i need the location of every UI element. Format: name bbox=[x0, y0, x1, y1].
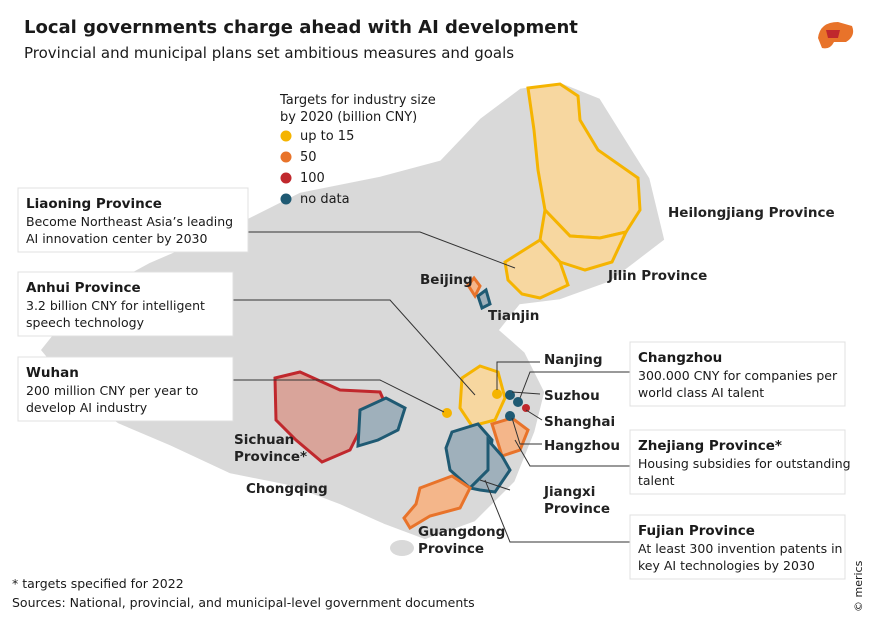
callout-text: speech technology bbox=[26, 315, 145, 330]
region-label: Beijing bbox=[420, 272, 473, 288]
callouts: Liaoning Province Become Northeast Asia’s… bbox=[17, 187, 851, 580]
region-label: Province* bbox=[234, 449, 307, 465]
region-label: Jilin Province bbox=[607, 268, 707, 284]
callout-text: Become Northeast Asia’s leading bbox=[26, 214, 233, 229]
region-label: Hangzhou bbox=[544, 438, 620, 454]
legend-swatch bbox=[280, 130, 292, 142]
region-label: Suzhou bbox=[544, 388, 600, 404]
region-label: Heilongjiang Province bbox=[668, 205, 835, 221]
callout-text: AI innovation center by 2030 bbox=[26, 231, 208, 246]
region-label: Province bbox=[418, 541, 484, 557]
legend-label: up to 15 bbox=[300, 129, 354, 144]
legend-swatch bbox=[280, 193, 292, 205]
callout-title: Fujian Province bbox=[638, 523, 755, 539]
legend-title: by 2020 (billion CNY) bbox=[280, 110, 417, 125]
callout-title: Liaoning Province bbox=[26, 196, 162, 212]
callout-text: key AI technologies by 2030 bbox=[638, 558, 815, 573]
region-label: Guangdong bbox=[418, 524, 505, 540]
callout-text: 300.000 CNY for companies per bbox=[638, 368, 838, 383]
region-label: Province bbox=[544, 501, 610, 517]
callout-title: Zhejiang Province* bbox=[638, 438, 782, 454]
legend-label: no data bbox=[300, 192, 350, 207]
logo bbox=[818, 22, 854, 49]
callout-text: develop AI industry bbox=[26, 400, 148, 415]
callout-box bbox=[17, 271, 234, 337]
callout-box bbox=[17, 356, 234, 422]
legend: Targets for industry size by 2020 (billio… bbox=[279, 93, 436, 207]
legend-label: 100 bbox=[300, 171, 325, 186]
legend-title: Targets for industry size bbox=[279, 93, 436, 108]
callout-box bbox=[629, 429, 846, 495]
map bbox=[39, 81, 666, 556]
subtitle: Provincial and municipal plans set ambit… bbox=[24, 44, 514, 62]
footnote: * targets specified for 2022 bbox=[12, 576, 184, 591]
region-label: Sichuan bbox=[234, 432, 294, 448]
callout-text: 200 million CNY per year to bbox=[26, 383, 198, 398]
callout-text: Housing subsidies for outstanding bbox=[638, 456, 851, 471]
title: Local governments charge ahead with AI d… bbox=[24, 17, 578, 38]
callout-box bbox=[17, 187, 249, 253]
callout-title: Wuhan bbox=[26, 365, 79, 381]
callout-box bbox=[629, 514, 846, 580]
region-label: Tianjin bbox=[488, 308, 539, 324]
legend-swatch bbox=[280, 151, 292, 163]
legend-swatch bbox=[280, 172, 292, 184]
callout-text: 3.2 billion CNY for intelligent bbox=[26, 298, 205, 313]
credit: © merics bbox=[852, 560, 865, 612]
callout-text: talent bbox=[638, 473, 675, 488]
callout-text: world class AI talent bbox=[638, 385, 764, 400]
region-label: Shanghai bbox=[544, 414, 615, 430]
callout-text: At least 300 invention patents in bbox=[638, 541, 842, 556]
callout-box bbox=[629, 341, 846, 407]
region-label: Jiangxi bbox=[543, 484, 595, 500]
legend-label: 50 bbox=[300, 150, 317, 165]
callout-title: Changzhou bbox=[638, 350, 722, 366]
region-label: Chongqing bbox=[246, 481, 328, 497]
region-label: Nanjing bbox=[544, 352, 603, 368]
map-labels: Heilongjiang Province Jilin Province Beiji… bbox=[234, 205, 835, 557]
callout-title: Anhui Province bbox=[26, 280, 141, 296]
sources: Sources: National, provincial, and munic… bbox=[12, 595, 475, 610]
leader-lines bbox=[233, 231, 630, 543]
